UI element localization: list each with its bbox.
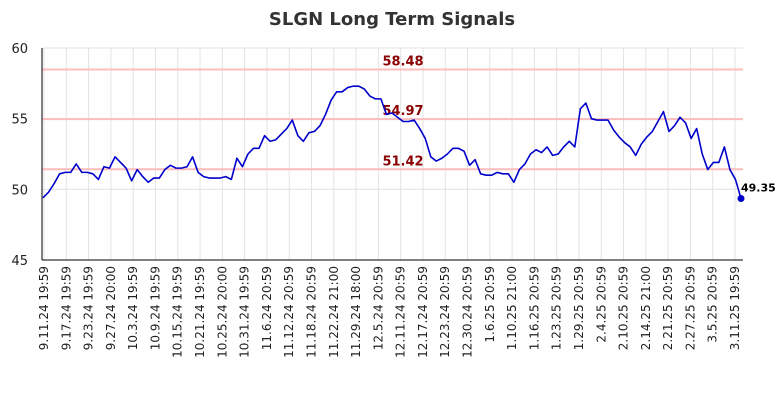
x-tick-label: 10.9.24 19:59 xyxy=(148,266,162,350)
grid xyxy=(42,47,743,261)
x-tick-label: 9.11.24 19:59 xyxy=(37,266,51,350)
price-line xyxy=(42,85,742,199)
last-value-marker: 49.35 xyxy=(737,182,776,203)
signal-label: 58.48 xyxy=(382,54,423,69)
y-tick-label: 45 xyxy=(11,254,28,269)
signal-lines: 58.48 54.97 51.42 xyxy=(42,54,743,171)
x-tick-label: 9.17.24 19:59 xyxy=(59,266,73,350)
x-tick-label: 12.17.24 20:59 xyxy=(416,266,430,358)
y-tick-label: 60 xyxy=(11,42,28,57)
x-axis-ticks: 9.11.24 19:59 9.17.24 19:59 9.23.24 19:59 9… xyxy=(37,266,742,358)
x-tick-label: 11.6.24 20:59 xyxy=(260,266,274,350)
x-tick-label: 9.23.24 19:59 xyxy=(82,266,96,350)
y-axis-ticks: 45 50 55 60 xyxy=(11,42,28,269)
x-tick-label: 11.12.24 20:59 xyxy=(282,266,296,358)
chart-title: SLGN Long Term Signals xyxy=(269,9,515,30)
x-tick-label: 11.22.24 21:00 xyxy=(327,266,341,358)
x-tick-label: 12.23.24 20:59 xyxy=(438,266,452,358)
x-tick-label: 2.4.25 20:59 xyxy=(594,266,608,343)
y-tick-label: 50 xyxy=(11,183,28,198)
x-tick-label: 10.21.24 19:59 xyxy=(193,266,207,358)
series-layer xyxy=(42,85,742,199)
signal-label: 54.97 xyxy=(382,104,423,119)
x-tick-label: 2.14.25 21:00 xyxy=(639,266,653,350)
x-tick-label: 2.21.25 20:59 xyxy=(661,266,675,350)
x-tick-label: 10.15.24 19:59 xyxy=(171,266,185,358)
x-tick-label: 10.31.24 19:59 xyxy=(238,266,252,358)
x-tick-label: 1.10.25 21:00 xyxy=(505,266,519,350)
x-tick-label: 1.6.25 20:59 xyxy=(483,266,497,343)
x-tick-label: 1.16.25 20:59 xyxy=(527,266,541,350)
x-tick-label: 3.5.25 20:59 xyxy=(706,266,720,343)
x-tick-label: 1.29.25 20:59 xyxy=(572,266,586,350)
x-tick-label: 12.11.24 20:59 xyxy=(394,266,408,358)
y-tick-label: 55 xyxy=(11,113,28,128)
x-tick-label: 11.29.24 18:00 xyxy=(349,266,363,358)
x-tick-label: 2.10.25 20:59 xyxy=(617,266,631,350)
axes xyxy=(41,48,743,261)
x-tick-label: 12.5.24 20:59 xyxy=(371,266,385,350)
x-tick-label: 9.27.24 20:00 xyxy=(104,266,118,350)
signal-label: 51.42 xyxy=(382,154,423,169)
x-tick-label: 3.11.25 19:59 xyxy=(728,266,742,350)
x-tick-label: 12.30.24 20:59 xyxy=(461,266,475,358)
x-tick-label: 10.25.24 20:00 xyxy=(215,266,229,358)
x-tick-label: 10.3.24 19:59 xyxy=(126,266,140,350)
x-tick-label: 1.23.25 20:59 xyxy=(550,266,564,350)
last-value-dot xyxy=(737,195,745,203)
last-value-label: 49.35 xyxy=(741,182,776,195)
x-tick-label: 2.27.25 20:59 xyxy=(683,266,697,350)
x-tick-label: 11.18.24 20:59 xyxy=(304,266,318,358)
